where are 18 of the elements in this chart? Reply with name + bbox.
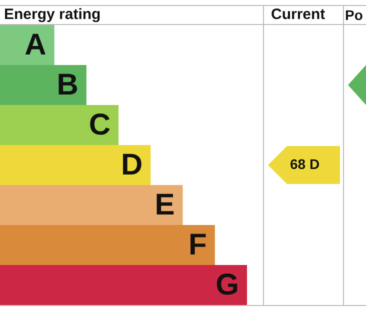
bar	[0, 225, 215, 265]
bar	[0, 145, 151, 185]
text: Current	[271, 6, 326, 23]
y-tick-label: C	[88, 108, 111, 142]
y-tick-label: F	[188, 228, 207, 262]
text: Po	[345, 7, 363, 23]
bar	[0, 265, 247, 305]
y-tick-label: B	[56, 68, 78, 102]
bar	[0, 25, 54, 65]
text: 68 D	[290, 156, 320, 172]
chart-title: Energy rating	[4, 6, 101, 23]
bar	[0, 65, 86, 105]
y-tick-label: E	[154, 188, 175, 222]
bar	[0, 105, 119, 145]
y-tick-label: A	[24, 28, 46, 62]
y-tick-label: D	[121, 148, 143, 182]
bar	[0, 185, 183, 225]
y-tick-label: G	[216, 268, 239, 302]
